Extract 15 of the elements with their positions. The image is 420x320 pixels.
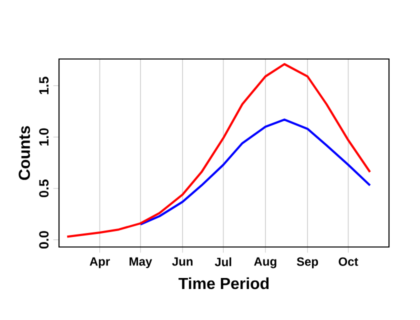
line-series xyxy=(139,118,372,226)
x-tick-label: Aug xyxy=(254,257,276,268)
x-axis-title: Time Period xyxy=(178,277,269,290)
x-tick-label: Apr xyxy=(90,257,110,268)
y-tick-label: 0.0 xyxy=(39,231,49,249)
x-tick-label: May xyxy=(130,257,152,268)
line-series xyxy=(66,63,372,238)
y-axis-title: Counts xyxy=(18,126,30,180)
x-tick-label: Jun xyxy=(172,257,193,266)
y-tick-label: 0.5 xyxy=(39,180,49,198)
y-tick-label: 1.5 xyxy=(39,76,49,94)
x-tick-label: Oct xyxy=(338,257,358,266)
x-tick-label: Jul xyxy=(214,257,232,266)
x-tick-label: Sep xyxy=(296,257,318,268)
y-tick-label: 1.0 xyxy=(39,128,49,146)
